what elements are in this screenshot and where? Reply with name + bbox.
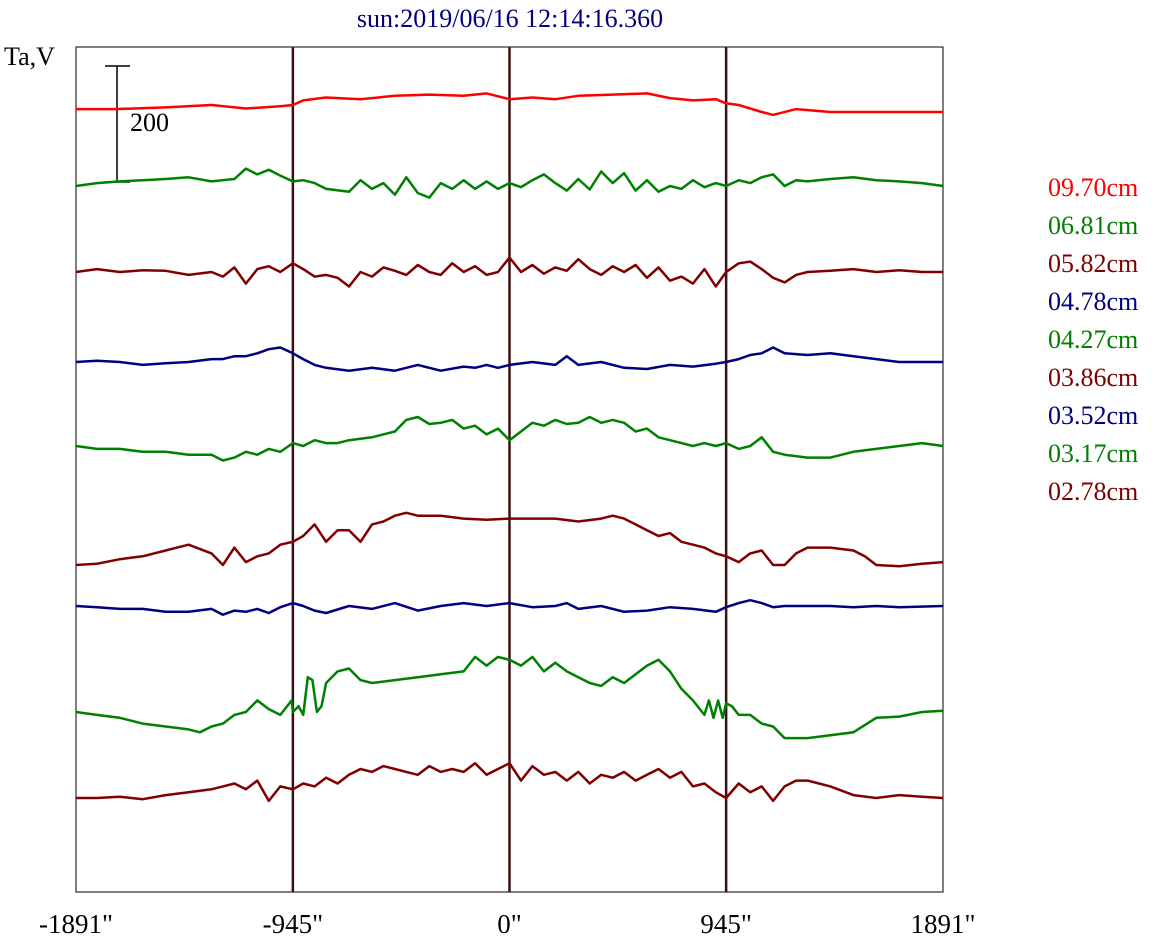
legend-entry: 04.78cm [1048,287,1138,316]
series-line-4 [75,415,944,462]
legend-entry: 06.81cm [1048,211,1138,240]
legend-entry: 03.86cm [1048,363,1138,392]
series-group [75,92,944,803]
series-line-6 [75,598,944,616]
legend-entry: 02.78cm [1048,477,1138,506]
legend: 09.70cm 06.81cm 05.82cm 04.78cm 04.27cm 03.86… [1048,173,1138,506]
x-tick-label: -1891" [39,909,113,939]
legend-entry: 05.82cm [1048,249,1138,278]
series-line-5 [75,511,944,568]
legend-entry: 09.70cm [1048,173,1138,202]
series-line-2 [75,256,943,288]
legend-entry: 03.52cm [1048,401,1138,430]
series-line-3 [75,346,943,372]
scale-bar: 200 [105,65,169,183]
chart-title: sun:2019/06/16 12:14:16.360 [357,4,663,33]
x-tick-labels: -1891" -945" 0" 945" 1891" [39,909,976,939]
y-axis-label: Ta,V [4,42,55,71]
series-line-0 [76,92,943,117]
series-line-8 [76,761,944,803]
legend-entry: 04.27cm [1048,325,1138,354]
x-tick-label: 945" [700,909,752,939]
series-line-1 [75,167,944,199]
x-tick-label: -945" [263,909,324,939]
legend-entry: 03.17cm [1048,439,1138,468]
scale-bar-label: 200 [130,108,169,137]
x-tick-label: 1891" [910,909,975,939]
series-line-7 [75,655,944,740]
vertical-lines [291,47,728,892]
x-tick-label: 0" [497,909,522,939]
